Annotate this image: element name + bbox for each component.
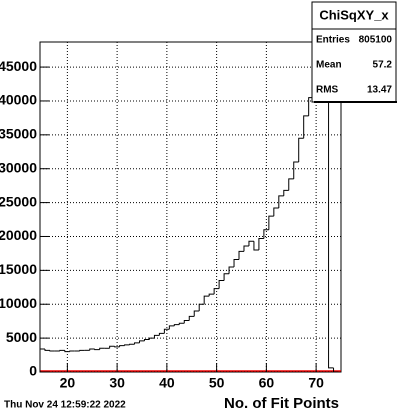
bin: [248, 240, 254, 246]
x-tick-label: 40: [159, 375, 175, 391]
bin: [139, 340, 145, 343]
stats-value: 13.47: [367, 85, 392, 96]
y-tick-label: 25000: [0, 193, 37, 209]
bin: [64, 350, 70, 353]
bin: [208, 293, 215, 297]
x-tick-label: 50: [209, 375, 225, 391]
x-tick-label: 20: [60, 375, 76, 391]
date-stamp: Thu Nov 24 12:59:22 2022: [4, 400, 126, 411]
stats-shadow: [314, 101, 397, 103]
y-tick-label: 0: [29, 363, 37, 379]
bin: [148, 337, 155, 340]
bin: [303, 115, 309, 139]
bin: [268, 215, 274, 230]
bin: [94, 348, 100, 351]
stats-key: RMS: [316, 85, 339, 96]
stats-value: 57.2: [373, 60, 393, 71]
bin: [163, 328, 170, 334]
bin: [333, 367, 339, 372]
plot-frame: [39, 41, 342, 373]
bin: [99, 347, 105, 350]
bin: [213, 288, 220, 295]
x-tick-label: 70: [308, 375, 324, 391]
bin: [258, 238, 264, 251]
bin: [233, 259, 240, 267]
bin: [134, 342, 140, 345]
bin: [44, 348, 50, 351]
bin: [223, 273, 230, 281]
bin: [193, 310, 200, 317]
bin: [293, 161, 299, 179]
bin: [203, 295, 210, 305]
bin: [40, 348, 45, 372]
stats-title: ChiSqXY_x: [319, 7, 389, 22]
bin: [328, 46, 334, 369]
bin: [178, 322, 185, 325]
stats-box: ChiSqXY_x Entries 805100 Mean 57.2 RMS 13.47: [311, 1, 397, 103]
bin: [109, 345, 115, 349]
bin: [288, 178, 294, 191]
bin: [49, 350, 55, 352]
x-tick-label: 30: [109, 375, 125, 391]
bin: [89, 348, 95, 351]
stats-key: Entries: [316, 35, 350, 46]
y-tick-label: 40000: [0, 92, 37, 108]
bin: [218, 280, 225, 289]
bin: [228, 266, 235, 274]
bin: [253, 241, 259, 251]
stats-rows: Entries 805100 Mean 57.2 RMS 13.47: [316, 35, 392, 96]
bin: [168, 325, 175, 330]
bin: [114, 346, 120, 348]
bin: [298, 137, 304, 162]
bin: [119, 345, 125, 347]
bin: [263, 229, 269, 239]
histogram: [40, 46, 339, 372]
bin: [143, 338, 150, 341]
stats-frame: [311, 1, 397, 103]
bin: [188, 315, 195, 321]
bin: [273, 207, 279, 217]
bin: [129, 343, 135, 345]
bin: [238, 250, 244, 260]
axes: 0 5000 10000 15000 20000 25000 30000 35000 40000…: [0, 58, 324, 391]
bin: [283, 189, 289, 196]
y-tick-label: 45000: [0, 58, 37, 74]
y-tick-label: 35000: [0, 126, 37, 142]
bin: [59, 349, 65, 351]
bin: [124, 344, 130, 346]
grid: [40, 42, 341, 373]
bin: [153, 334, 160, 339]
y-tick-label: 5000: [6, 329, 37, 345]
y-tick-label: 20000: [0, 227, 37, 243]
bin: [198, 303, 205, 312]
stats-key: Mean: [316, 60, 342, 71]
bin: [173, 324, 180, 326]
bin: [278, 195, 284, 209]
x-axis-title: No. of Fit Points: [224, 395, 339, 412]
bin: [69, 350, 75, 352]
bin: [243, 245, 249, 252]
bin: [183, 320, 190, 324]
x-tick-label: 60: [259, 375, 275, 391]
bin: [79, 349, 85, 351]
y-tick-label: 30000: [0, 159, 37, 175]
y-tick-label: 15000: [0, 261, 37, 277]
stats-value: 805100: [359, 35, 393, 46]
bin: [158, 332, 165, 336]
y-tick-label: 10000: [0, 295, 37, 311]
